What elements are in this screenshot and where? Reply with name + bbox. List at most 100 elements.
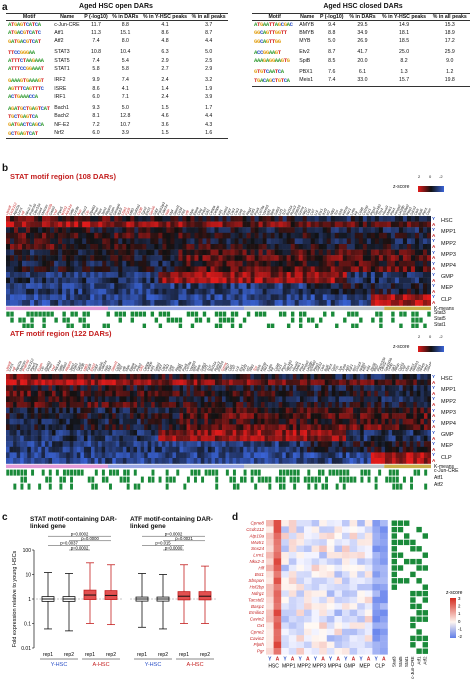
heatmap-cell xyxy=(13,441,17,447)
heatmap-cell xyxy=(362,244,368,250)
heatmap-cell xyxy=(399,418,403,425)
heatmap-cell xyxy=(278,441,283,447)
heatmap-cell xyxy=(66,435,71,442)
heatmap-cell xyxy=(190,255,195,261)
heatmap-cell xyxy=(158,374,163,380)
heatmap-cell xyxy=(286,249,291,256)
heatmap-cell xyxy=(394,249,400,256)
heatmap-cell xyxy=(330,288,336,295)
heatmap-cell xyxy=(210,288,215,295)
heatmap-cell xyxy=(58,249,63,256)
heatmap-cell xyxy=(158,418,163,425)
zscore-label: z-score xyxy=(446,590,463,596)
heatmap-cell xyxy=(211,379,216,386)
heatmap-cell xyxy=(250,283,255,289)
heatmap-cell xyxy=(176,458,180,464)
heatmap-cell xyxy=(330,300,336,306)
heatmap-cell xyxy=(23,413,28,419)
heatmap-cell xyxy=(261,385,265,391)
heatmap-cell xyxy=(242,232,247,239)
heatmap-cell xyxy=(197,446,202,453)
heatmap-cell xyxy=(402,390,407,397)
heatmap-cell xyxy=(59,430,63,436)
heatmap-cell xyxy=(66,300,71,306)
heatmap-cell xyxy=(281,584,289,591)
heatmap-cell xyxy=(330,283,336,289)
heatmap-cell xyxy=(342,641,350,649)
heatmap-cell xyxy=(194,266,199,273)
heatmap-cell xyxy=(108,418,113,425)
motif-track-cell xyxy=(194,317,199,323)
heatmap-cell xyxy=(126,266,131,273)
heatmap-cell xyxy=(54,272,59,278)
heatmap-cell xyxy=(23,441,28,447)
motif-track-cell xyxy=(364,469,367,476)
heatmap-cell xyxy=(423,418,428,425)
motif-track-cell xyxy=(419,317,423,323)
heatmap-cell xyxy=(154,385,159,391)
heatmap-cell xyxy=(362,300,368,306)
young-marker: Y xyxy=(432,385,436,391)
heatmap-cell xyxy=(303,424,308,431)
heatmap-cell xyxy=(236,418,241,425)
heatmap-cell xyxy=(420,446,425,453)
heatmap-cell xyxy=(161,446,166,453)
heatmap-cell xyxy=(206,300,211,306)
heatmap-cell xyxy=(202,227,207,233)
heatmap-cell xyxy=(409,424,414,431)
heatmap-cell xyxy=(274,266,279,273)
heatmap-cell xyxy=(302,266,308,273)
heatmap-cell xyxy=(286,300,291,306)
heatmap-cell xyxy=(326,641,335,649)
heatmap-cell xyxy=(254,266,259,273)
heatmap-cell xyxy=(262,238,267,245)
atf-zscore-legend xyxy=(418,346,444,352)
heatmap-cell xyxy=(38,244,43,250)
heatmap-cell xyxy=(264,441,269,447)
heatmap-cell xyxy=(243,379,248,386)
motif-track-cell xyxy=(321,469,325,476)
heatmap-cell xyxy=(334,238,340,245)
heatmap-cell xyxy=(328,452,333,459)
heatmap-cell xyxy=(410,227,416,233)
heatmap-cell xyxy=(211,390,216,397)
heatmap-cell xyxy=(186,402,191,408)
heatmap-cell xyxy=(296,435,301,442)
table-row: ATGAGTCATCA c-Jun-CRE 11.7 8.8 4.1 3.7 xyxy=(6,21,228,30)
heatmap-cell xyxy=(114,232,119,239)
heatmap-cell xyxy=(298,288,303,295)
heatmap-cell xyxy=(271,402,276,408)
heatmap-cell xyxy=(246,272,251,278)
cell-dars: 10.4 xyxy=(120,49,131,56)
heatmap-cell xyxy=(194,294,199,301)
heatmap-cell xyxy=(82,260,87,267)
heatmap-cell xyxy=(304,526,312,533)
heatmap-cell xyxy=(76,435,81,442)
heatmap-cell xyxy=(326,552,335,559)
heatmap-cell xyxy=(384,435,389,442)
heatmap-cell xyxy=(246,249,251,256)
motif-track-cell xyxy=(289,469,293,476)
heatmap-cell xyxy=(386,238,392,245)
heatmap-cell xyxy=(296,458,301,464)
cell-name: MYB xyxy=(299,38,311,45)
heatmap-cell xyxy=(326,532,335,540)
heatmap-cell xyxy=(9,435,14,442)
heatmap-cell xyxy=(236,407,241,414)
heatmap-cell xyxy=(62,260,67,267)
heatmap-cell xyxy=(388,418,393,425)
heatmap-cell xyxy=(183,374,187,380)
x-tick-label: rep1 xyxy=(43,652,53,658)
motif-track-cell xyxy=(24,476,27,483)
heatmap-cell xyxy=(166,227,171,233)
heatmap-cell xyxy=(342,266,348,273)
heatmap-cell xyxy=(342,564,350,572)
heatmap-cell xyxy=(70,260,75,267)
heatmap-cell xyxy=(34,277,39,284)
heatmap-cell xyxy=(52,396,56,403)
motif-track-cell xyxy=(391,317,395,323)
heatmap-cell xyxy=(147,418,152,425)
heatmap-cell xyxy=(335,407,340,414)
heatmap-cell xyxy=(129,379,134,386)
